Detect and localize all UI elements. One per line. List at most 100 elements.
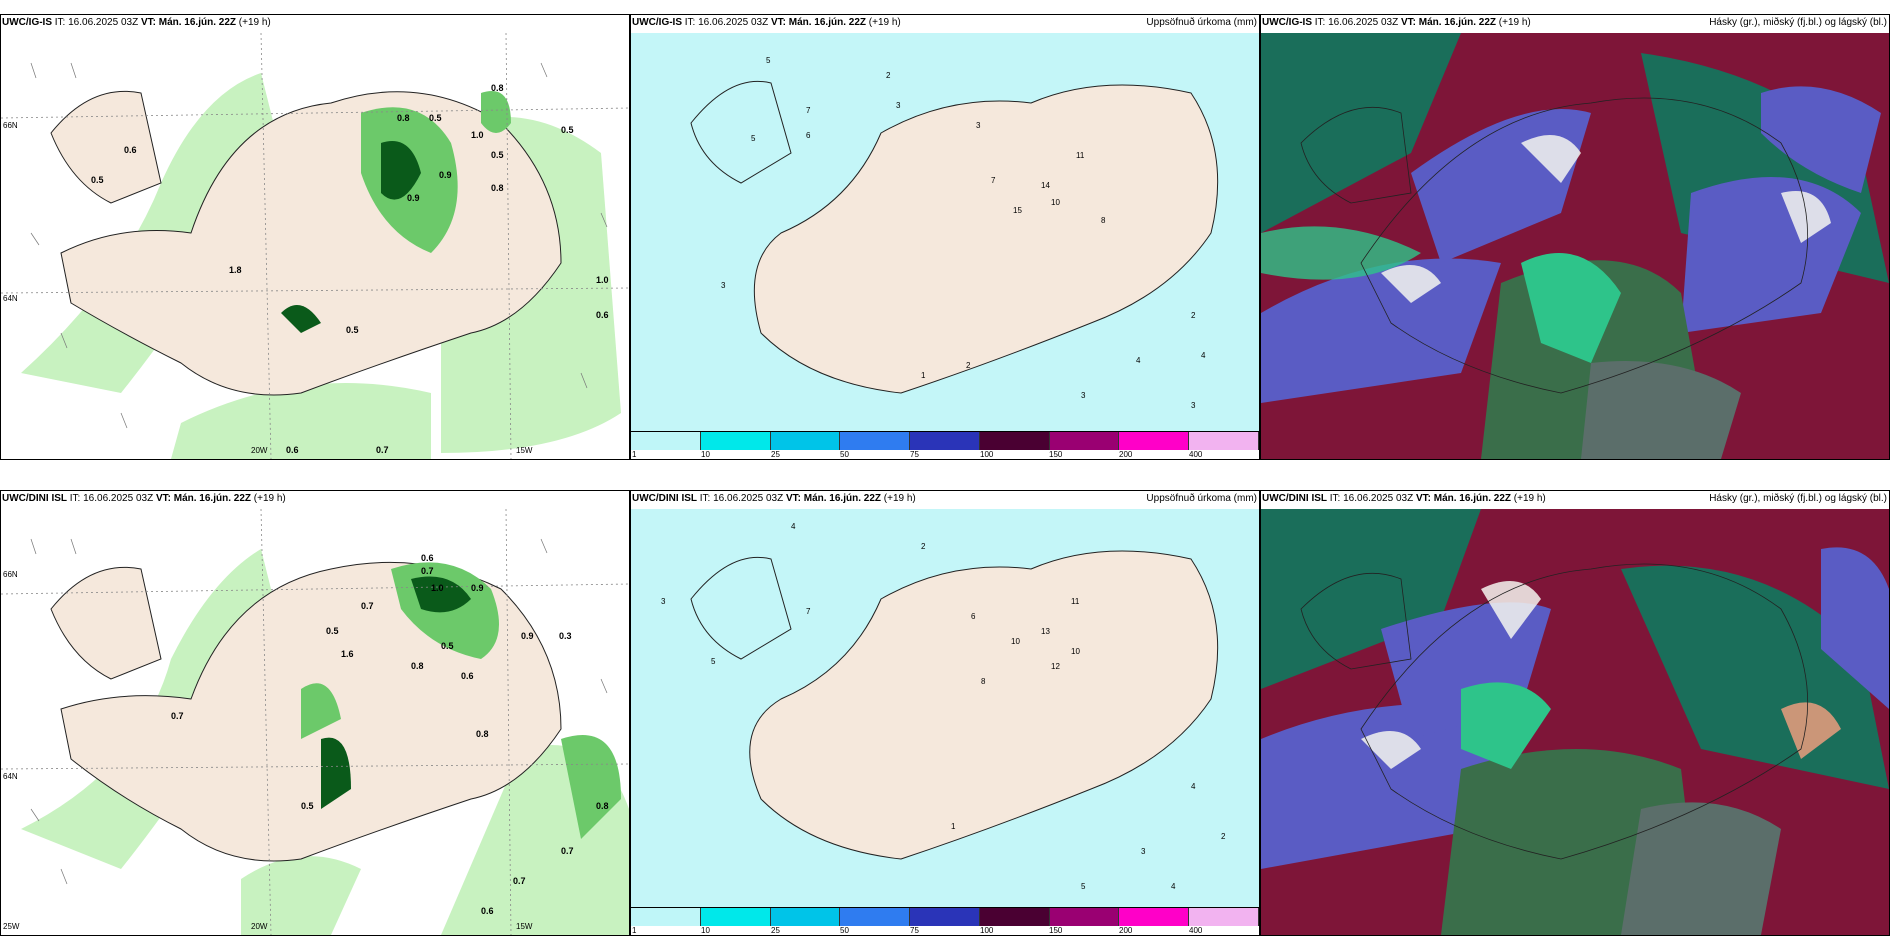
value-label: 14 <box>1041 181 1050 190</box>
value-label: 3 <box>976 121 981 130</box>
value-label: 0.7 <box>171 711 184 721</box>
value-label: 7 <box>991 176 996 185</box>
value-label: 2 <box>1191 311 1196 320</box>
value-label: 1 <box>951 822 956 831</box>
colorbar-label: 1 <box>632 450 637 459</box>
colorbar-cell <box>979 432 1050 450</box>
value-label: 0.5 <box>301 801 314 811</box>
value-label: 2 <box>886 71 891 80</box>
value-label: 1 <box>921 371 926 380</box>
value-label: 5 <box>1081 882 1086 891</box>
panel-dini-cloud: UWC/DINI ISL IT: 16.06.2025 03Z VT: Mán.… <box>1260 490 1890 936</box>
value-label: 0.6 <box>421 553 434 563</box>
colorbar-cell <box>840 432 911 450</box>
colorbar-label: 200 <box>1119 926 1133 935</box>
colorbar-label: 25 <box>771 926 780 935</box>
value-label: 5 <box>766 56 771 65</box>
value-label: 1.0 <box>471 130 484 140</box>
value-label: 0.6 <box>286 445 299 455</box>
value-label: 3 <box>721 281 726 290</box>
value-label: 5 <box>711 657 716 666</box>
panel-dini-wind: UWC/DINI ISL IT: 16.06.2025 03Z VT: Mán.… <box>0 490 630 936</box>
value-label: 11 <box>1071 597 1080 606</box>
value-label: 0.5 <box>441 641 454 651</box>
cloud-map <box>1261 509 1889 935</box>
lat-label: 64N <box>3 772 18 781</box>
lon-label: 25W <box>3 922 20 931</box>
colorbar-label: 150 <box>1049 450 1063 459</box>
colorbar-label: 100 <box>980 450 994 459</box>
panel-dini-precip: UWC/DINI ISL IT: 16.06.2025 03Z VT: Mán.… <box>630 490 1260 936</box>
value-label: 2 <box>1221 832 1226 841</box>
value-label: 0.5 <box>561 125 574 135</box>
colorbar-label: 75 <box>910 450 919 459</box>
colorbar-label: 400 <box>1189 450 1203 459</box>
value-label: 2 <box>966 361 971 370</box>
colorbar-label: 100 <box>980 926 994 935</box>
value-label: 1.0 <box>596 275 609 285</box>
panel-header: UWC/IG-IS IT: 16.06.2025 03Z VT: Mán. 16… <box>1262 17 1531 28</box>
value-label: 0.7 <box>561 846 574 856</box>
value-label: 0.8 <box>491 83 504 93</box>
value-label: 0.5 <box>429 113 442 123</box>
value-label: 10 <box>1071 647 1080 656</box>
value-label: 4 <box>1136 356 1141 365</box>
panel-title: Hásky (gr.), miðský (fj.bl.) og lágský (… <box>1709 17 1887 28</box>
value-label: 0.9 <box>439 170 452 180</box>
panel-header: UWC/IG-IS IT: 16.06.2025 03Z VT: Mán. 16… <box>632 17 901 28</box>
value-label: 4 <box>1191 782 1196 791</box>
colorbar-cell <box>700 432 771 450</box>
colorbar-label: 10 <box>701 926 710 935</box>
value-label: 0.7 <box>361 601 374 611</box>
colorbar-cell <box>631 908 701 926</box>
colorbar-cell <box>631 432 701 450</box>
panel-igis-wind: UWC/IG-IS IT: 16.06.2025 03Z VT: Mán. 16… <box>0 14 630 460</box>
value-label: 0.5 <box>91 175 104 185</box>
value-label: 3 <box>896 101 901 110</box>
value-label: 1.0 <box>431 583 444 593</box>
map-svg: 66N 64N 20W 15W 0.8 0.5 0.8 1.0 0.5 0.5 … <box>1 33 629 459</box>
value-label: 15 <box>1013 206 1022 215</box>
lat-label: 66N <box>3 570 18 579</box>
value-label: 5 <box>751 134 756 143</box>
value-label: 0.3 <box>559 631 572 641</box>
value-label: 1.6 <box>341 649 354 659</box>
value-label: 10 <box>1011 637 1020 646</box>
value-label: 0.6 <box>124 145 137 155</box>
value-label: 4 <box>791 522 796 531</box>
value-label: 8 <box>981 677 986 686</box>
value-label: 0.5 <box>491 150 504 160</box>
colorbar-label: 50 <box>840 926 849 935</box>
value-label: 2 <box>921 542 926 551</box>
value-label: 4 <box>1171 882 1176 891</box>
colorbar-cell <box>1049 908 1120 926</box>
panel-title: Hásky (gr.), miðský (fj.bl.) og lágský (… <box>1709 493 1887 504</box>
lon-label: 15W <box>516 446 533 455</box>
lat-label: 64N <box>3 294 18 303</box>
lat-label: 66N <box>3 121 18 130</box>
value-label: 0.7 <box>421 566 434 576</box>
value-label: 0.9 <box>471 583 484 593</box>
value-label: 0.8 <box>491 183 504 193</box>
value-label: 6 <box>806 131 811 140</box>
colorbar-label: 400 <box>1189 926 1203 935</box>
value-label: 3 <box>1141 847 1146 856</box>
panel-title: Uppsöfnuð úrkoma (mm) <box>1146 493 1257 504</box>
lon-label: 20W <box>251 922 268 931</box>
colorbar-cell <box>1189 432 1259 450</box>
value-label: 0.6 <box>461 671 474 681</box>
colorbar-cell <box>1119 432 1190 450</box>
colorbar-cell <box>1189 908 1259 926</box>
value-label: 6 <box>971 612 976 621</box>
value-label: 1.8 <box>229 265 242 275</box>
colorbar-cell <box>700 908 771 926</box>
colorbar-cell <box>1049 432 1120 450</box>
panel-title: Uppsöfnuð úrkoma (mm) <box>1146 17 1257 28</box>
value-label: 3 <box>1081 391 1086 400</box>
colorbar-cell <box>979 908 1050 926</box>
value-label: 12 <box>1051 662 1060 671</box>
value-label: 0.9 <box>521 631 534 641</box>
lon-label: 20W <box>251 446 268 455</box>
colorbar-cell <box>910 432 980 450</box>
value-label: 10 <box>1051 198 1060 207</box>
